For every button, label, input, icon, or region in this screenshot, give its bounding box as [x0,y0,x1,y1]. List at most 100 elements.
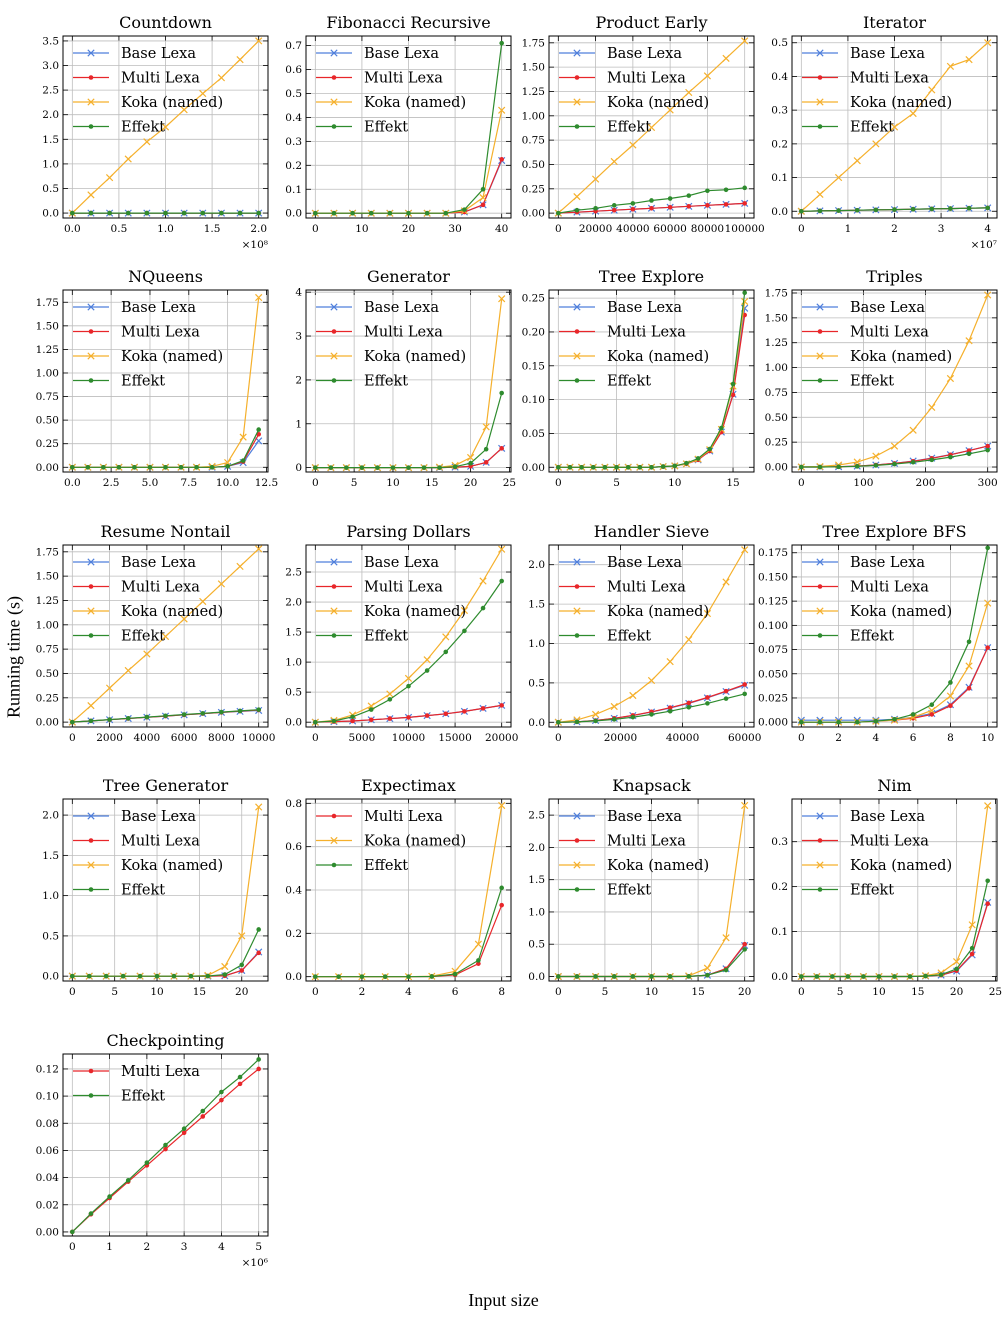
data-point [359,974,365,979]
data-point [567,464,573,470]
data-point [872,140,880,148]
y-tick-label: 0.10 [36,1091,59,1103]
x-tick-label: 25 [989,986,1002,998]
x-tick-label: 10 [981,732,994,744]
data-point [907,974,913,979]
y-tick-label: 0.04 [36,1172,60,1184]
legend-label: Base Lexa [850,46,925,62]
data-point [946,692,955,700]
data-point [499,40,504,46]
legend-entry-base-lexa: Base Lexa [73,46,196,62]
legend-entry-koka-named: Koka (named) [316,834,466,850]
data-point [406,465,411,470]
legend-marker [573,558,581,566]
x-tick-label: 3 [181,1241,188,1253]
y-tick-label: 1.00 [765,362,788,374]
legend-entry-base-lexa: Base Lexa [73,555,196,571]
data-point [163,464,168,470]
data-point [359,465,365,470]
legend-marker [330,558,338,566]
y-tick-label: 2.5 [285,567,302,579]
legend-label: Koka (named) [121,349,223,365]
series-line [72,429,260,468]
chart-title: Handler Sieve [594,522,709,541]
legend-marker [88,1068,94,1074]
data-point [178,464,184,470]
legend-marker [574,887,580,892]
data-point [480,202,486,208]
y-tick-label: 0.25 [522,293,545,305]
data-point [629,141,637,149]
legend-entry-base-lexa: Base Lexa [316,555,439,571]
legend-entry-effekt: Effekt [73,1089,165,1105]
data-point [350,718,355,724]
x-tick-label: 0 [555,477,562,489]
y-tick-label: 0.5 [771,37,788,49]
data-point [722,934,730,942]
x-tick-label: 1 [845,223,852,235]
data-point [742,682,747,687]
legend-label: Koka (named) [364,95,466,111]
series-base-lexa [68,948,263,980]
x-tick-label: 15 [691,986,704,998]
legend-marker [331,862,337,868]
data-point [705,203,710,208]
x-tick-label: 20000 [604,732,637,744]
data-point [816,190,824,199]
data-point [144,210,150,216]
y-tick-label: 0.3 [285,136,302,148]
data-point [611,207,617,213]
legend-marker [574,633,580,638]
y-tick-label: 0.8 [285,798,302,810]
legend: Base Lexa Multi Lexa Koka (named) Effekt [802,809,952,899]
legend-label: Effekt [121,883,165,899]
x-tick-label: 4 [218,1241,225,1253]
data-point [107,210,112,216]
series-multi-lexa [70,431,261,470]
data-point [686,705,692,710]
data-point [984,599,992,607]
data-point [723,187,729,193]
data-point [70,1229,75,1235]
legend-entry-effekt: Effekt [73,374,165,390]
series-effekt [556,947,747,979]
data-point [382,974,388,979]
data-point [723,967,729,973]
data-point [928,403,936,411]
data-point [573,192,581,201]
series-koka-named [797,291,992,471]
legend-label: Base Lexa [121,809,196,825]
data-point [649,198,654,203]
data-point [742,201,747,206]
data-point [200,210,206,216]
data-point [406,683,411,689]
data-point [344,465,349,470]
y-tick-label: 1.00 [522,110,545,122]
legend-entry-base-lexa: Base Lexa [559,809,682,825]
y-tick-label: 0.5 [42,930,59,942]
data-point [143,138,151,146]
y-tick-label: 0.75 [765,387,788,399]
data-point [105,684,114,692]
y-tick-label: 0.175 [758,547,788,559]
legend-entry-base-lexa: Base Lexa [802,46,925,62]
legend-marker [574,378,580,383]
data-point [443,649,449,655]
data-point [424,668,430,673]
data-point [928,706,936,715]
data-point [163,210,168,216]
legend-marker [817,75,823,80]
y-tick-label: 1.0 [528,638,545,650]
y-tick-label: 0.75 [522,135,545,147]
data-point [574,719,580,725]
x-tick-label: 2.5 [103,477,120,489]
x-tick-label: 0.5 [111,223,128,235]
data-point [480,706,486,711]
y-tick-label: 1.5 [528,874,545,886]
series-multi-lexa [799,901,990,979]
x-tick-label: 7.5 [180,477,197,489]
data-point [237,708,243,714]
data-point [890,123,899,131]
data-point [480,186,486,192]
legend-marker [330,607,338,615]
